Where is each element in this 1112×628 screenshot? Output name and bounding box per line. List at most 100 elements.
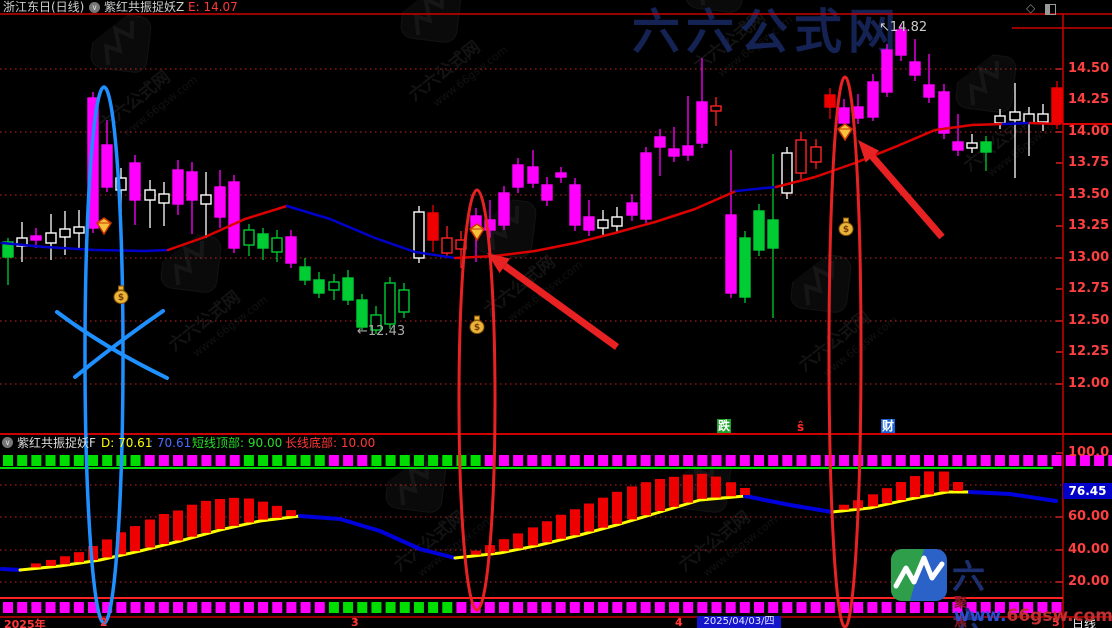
signal-square [3, 455, 13, 466]
collapse-icon[interactable]: ∨ [89, 2, 100, 13]
candle-body [881, 49, 893, 93]
indicator-bar [201, 500, 211, 533]
indicator-bar [244, 498, 254, 523]
indicator-line-down [298, 514, 457, 560]
indicator-name[interactable]: 紫红共振捉妖F [17, 436, 96, 450]
candle [271, 230, 283, 262]
candle [555, 167, 567, 183]
candle-body [810, 146, 822, 163]
indicator-bar [882, 488, 892, 504]
signal-square [73, 455, 84, 466]
signal-square [867, 602, 878, 613]
candle [101, 120, 113, 192]
signal-square [498, 602, 509, 613]
candle [583, 200, 595, 236]
candle-body [285, 236, 297, 264]
main-indicator-name[interactable]: 紫红共振捉妖Z [104, 0, 185, 14]
price-axis-label: 13.75 [1068, 155, 1110, 170]
signal-square [300, 455, 311, 466]
indicator-bar [641, 482, 651, 516]
candle-body [427, 212, 439, 241]
indicator-bar [711, 476, 721, 498]
candle-body [2, 241, 14, 258]
candle-body [271, 237, 283, 253]
signal-square [654, 455, 665, 466]
candle [966, 134, 978, 153]
candle [30, 228, 42, 248]
indicator-bar [612, 491, 622, 524]
candle [512, 158, 524, 193]
candle-body [328, 281, 340, 291]
diamond-icon[interactable]: ◇ [1026, 1, 1036, 15]
signal-square [683, 602, 694, 613]
price-axis-label: 14.25 [1068, 92, 1110, 107]
candle [427, 205, 439, 252]
signal-square [314, 455, 325, 466]
signal-square [59, 455, 70, 466]
period-label[interactable]: 日线 [1072, 617, 1097, 628]
signal-square [711, 602, 722, 613]
signal-square [130, 602, 141, 613]
signal-square [498, 455, 509, 466]
price-axis-label: 12.00 [1068, 376, 1110, 391]
candle [243, 224, 255, 256]
candle [654, 129, 666, 176]
ma-line-up [1028, 121, 1062, 126]
annotation-x-line [73, 309, 165, 379]
signal-square [541, 455, 552, 466]
month-label: 2025年 [4, 618, 46, 628]
signal-square [938, 602, 949, 613]
indicator-axis-label: 20.00 [1068, 574, 1110, 589]
signal-square [243, 602, 254, 613]
indicator-bar [924, 471, 934, 495]
candle [810, 139, 822, 169]
candle-body [1023, 113, 1035, 124]
candle-body [895, 29, 907, 56]
candle-body [541, 184, 553, 201]
signal-square [428, 602, 439, 613]
window-icon[interactable] [1045, 4, 1056, 15]
signal-square [456, 602, 467, 613]
selected-date[interactable]: 2025/04/03/四 [697, 616, 781, 628]
signal-square [286, 602, 297, 613]
indicator-collapse-icon[interactable]: ∨ [2, 437, 13, 448]
candle [484, 200, 496, 238]
signal-square [569, 455, 580, 466]
signal-square [754, 602, 765, 613]
candle [668, 127, 680, 162]
signal-square [272, 455, 283, 466]
gem-icon [95, 217, 113, 236]
signal-square [994, 602, 1005, 613]
money-bag-icon [113, 290, 129, 304]
candle [144, 180, 156, 228]
signal-square [796, 455, 807, 466]
signal-square [569, 602, 580, 613]
signal-square [980, 455, 991, 466]
candle-body [398, 289, 410, 313]
signal-square [1108, 455, 1112, 466]
signal-square [272, 602, 283, 613]
signal-square [782, 602, 793, 613]
indicator-bar [740, 488, 750, 495]
indicator-bar [74, 552, 84, 563]
signal-square [612, 455, 623, 466]
signal-square [201, 602, 212, 613]
price-axis-label: 12.50 [1068, 313, 1110, 328]
signal-square [45, 455, 56, 466]
candle [710, 97, 722, 126]
signal-square [399, 602, 410, 613]
money-bag-icon [843, 217, 849, 223]
candle-body [384, 282, 396, 325]
indicator-axis-label: 60.00 [1068, 509, 1110, 524]
price-axis-label: 13.00 [1068, 250, 1110, 265]
candle-body [144, 189, 156, 201]
candle [186, 162, 198, 234]
indicator-current-value: 76.45 [1063, 483, 1112, 499]
candle [640, 147, 652, 223]
indicator-line-up [453, 494, 747, 560]
candle-body [1009, 111, 1021, 121]
signal-square [484, 602, 495, 613]
signal-square [201, 455, 212, 466]
